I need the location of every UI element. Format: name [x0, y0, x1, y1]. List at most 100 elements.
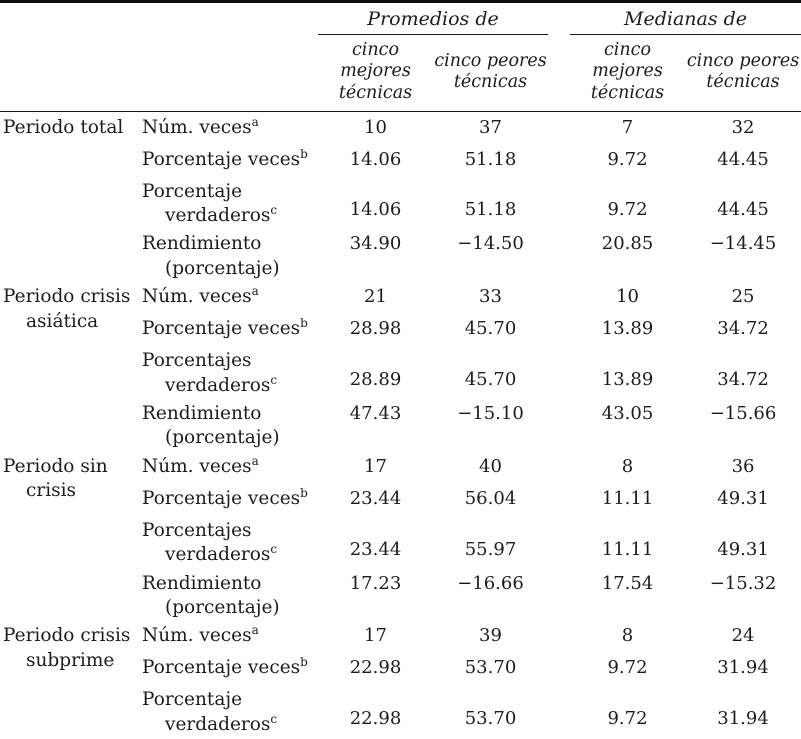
value-cell: 13.89	[601, 368, 654, 390]
metric-label-cell: Porcentaje verdaderosc	[142, 180, 278, 226]
footnote-marker: b	[300, 485, 308, 500]
gap-cell	[548, 620, 570, 652]
value-cell: 36	[731, 455, 755, 477]
table-row: Periodo crisis asiática Núm. vecesa 21 3…	[0, 281, 801, 332]
value-cell: 25	[731, 286, 755, 308]
value-cell: 55.97	[464, 538, 517, 560]
value-cell: 44.45	[717, 148, 769, 170]
period-cell: Periodo total	[3, 117, 124, 139]
header-gap-cell	[548, 34, 571, 113]
value-cell: 34.72	[717, 368, 769, 390]
value-cell: −15.10	[457, 402, 524, 424]
footnote-marker: c	[270, 542, 278, 557]
metric-label-cell: Núm. vecesa	[142, 284, 259, 308]
value-cell: 49.31	[717, 487, 769, 509]
table-row: Porcentaje vecesb 23.44 56.04 11.11 49.3…	[0, 483, 801, 515]
value-cell: 20.85	[601, 233, 654, 255]
header-gap-cell	[548, 2, 570, 35]
value-cell: 17.23	[349, 572, 402, 594]
value-cell: −15.32	[709, 572, 777, 594]
period-cell: Periodo crisis subprime	[3, 625, 131, 671]
value-cell: 9.72	[607, 708, 648, 730]
table-row: Porcentaje verdaderosc 14.06 51.18 9.72 …	[0, 176, 801, 229]
value-cell: 44.45	[717, 199, 769, 221]
col-header-promedios-mejores: cinco mejores técnicas	[318, 34, 433, 113]
gap-cell	[548, 451, 570, 483]
value-cell: 8	[621, 625, 634, 647]
metric-label-cell: Porcentajes verdaderosc	[142, 350, 278, 396]
gap-cell	[548, 176, 570, 229]
value-cell: 31.94	[717, 657, 769, 679]
value-cell: −15.66	[709, 402, 777, 424]
value-cell: −16.66	[457, 572, 524, 594]
value-cell: 8	[621, 455, 634, 477]
period-cell: Periodo crisis asiática	[3, 286, 131, 332]
table-row: Rendimiento (porcentaje) 34.90 −14.50 20…	[0, 228, 801, 281]
column-group-header-row: Promedios de Medianas de	[0, 1, 801, 35]
value-cell: 33	[479, 286, 502, 308]
value-cell: 13.89	[601, 318, 654, 340]
value-cell: 53.70	[464, 657, 517, 679]
gap-cell	[548, 144, 570, 176]
gap-cell	[548, 281, 570, 313]
table-row: Periodo crisis subprime Núm. vecesa 17 3…	[0, 620, 801, 671]
value-cell: 45.70	[464, 318, 517, 340]
footnote-marker: a	[251, 453, 259, 468]
value-cell: 56.04	[464, 487, 517, 509]
value-cell: 28.98	[349, 318, 402, 340]
value-cell: 51.18	[464, 148, 517, 170]
gap-cell	[548, 228, 570, 281]
value-cell: 32	[731, 117, 755, 139]
value-cell: 37	[479, 117, 502, 139]
footnote-marker: c	[270, 711, 278, 726]
metric-label-cell: Rendimiento (porcentaje)	[142, 402, 280, 449]
value-cell: 9.72	[607, 199, 648, 221]
gap-cell	[548, 398, 570, 451]
table-row: Porcentaje verdaderosc 22.98 53.70 9.72 …	[0, 684, 801, 737]
gap-cell	[548, 345, 570, 398]
value-cell: 45.70	[464, 368, 517, 390]
value-cell: 14.06	[349, 148, 402, 170]
table-row: Porcentajes verdaderosc 28.89 45.70 13.8…	[0, 345, 801, 398]
gap-cell	[548, 684, 570, 737]
value-cell: 34.90	[349, 233, 402, 255]
value-cell: 17	[364, 455, 387, 477]
metric-label-cell: Porcentajes verdaderosc	[142, 519, 278, 566]
col-group-header-medianas: Medianas de	[570, 1, 801, 35]
footnote-marker: b	[300, 316, 308, 330]
value-cell: 40	[479, 455, 502, 477]
gap-cell	[548, 483, 570, 515]
header-blank-cell	[0, 34, 318, 113]
value-cell: 11.11	[601, 538, 654, 560]
value-cell: 17	[364, 625, 387, 647]
gap-cell	[548, 568, 570, 621]
metric-label-cell: Porcentaje vecesb	[142, 316, 308, 340]
value-cell: 22.98	[349, 657, 402, 679]
gap-cell	[548, 515, 570, 568]
footnote-marker: c	[270, 202, 278, 217]
value-cell: 31.94	[717, 708, 769, 730]
col-header-medianas-mejores: cinco mejores técnicas	[570, 34, 686, 113]
value-cell: −14.45	[709, 233, 777, 255]
footnote-marker: a	[251, 623, 259, 638]
value-cell: 23.44	[349, 487, 402, 509]
value-cell: 9.72	[607, 148, 648, 170]
header-blank-cell	[0, 2, 318, 35]
period-cell: Periodo sin crisis	[3, 455, 108, 502]
col-group-header-promedios: Promedios de	[318, 1, 549, 35]
gap-cell	[548, 112, 570, 144]
value-cell: 17.54	[601, 572, 654, 594]
col-header-promedios-peores: cinco peores técnicas	[433, 34, 549, 113]
table-row: Porcentaje vecesb 28.98 45.70 13.89 34.7…	[0, 313, 801, 345]
metric-label-cell: Porcentaje vecesb	[142, 485, 308, 509]
value-cell: 28.89	[349, 368, 402, 390]
footnote-marker: b	[300, 655, 308, 670]
value-cell: 9.72	[607, 657, 648, 679]
value-cell: 22.98	[349, 708, 402, 730]
gap-cell	[548, 652, 570, 684]
value-cell: −14.50	[457, 233, 524, 255]
value-cell: 43.05	[601, 402, 654, 424]
table-row: Porcentaje vecesb 14.06 51.18 9.72 44.45	[0, 144, 801, 176]
